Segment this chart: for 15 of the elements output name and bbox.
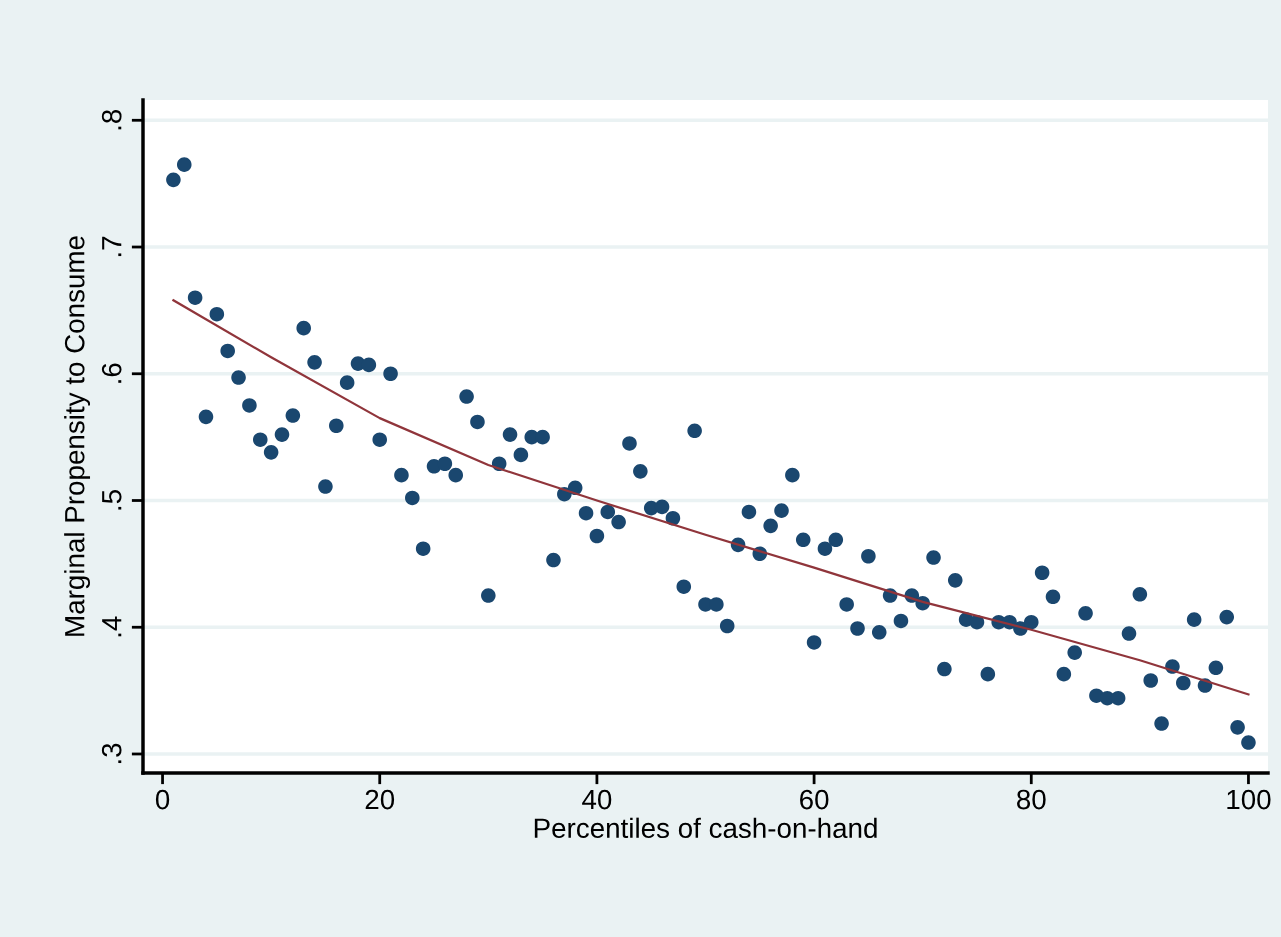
x-tick-label: 80 — [1017, 789, 1046, 810]
x-tick-label: 40 — [582, 789, 612, 810]
x-tick-label: 0 — [155, 789, 170, 810]
y-tick-label: .3 — [101, 743, 122, 764]
y-tick-label: .7 — [102, 236, 122, 257]
y-tick-label: .6 — [101, 363, 122, 383]
x-tick-label: 100 — [1227, 789, 1271, 810]
y-axis-title: Marginal Propensity to Consume — [64, 236, 91, 636]
line-series — [172, 299, 1250, 696]
x-axis-title: Percentiles of cash-on-hand — [534, 817, 877, 839]
y-tick-label: .5 — [102, 490, 122, 510]
y-tick-label: .4 — [102, 616, 122, 637]
y-tick-label: .8 — [101, 109, 122, 130]
x-tick-label: 60 — [800, 789, 829, 810]
x-tick-label: 20 — [365, 789, 395, 810]
